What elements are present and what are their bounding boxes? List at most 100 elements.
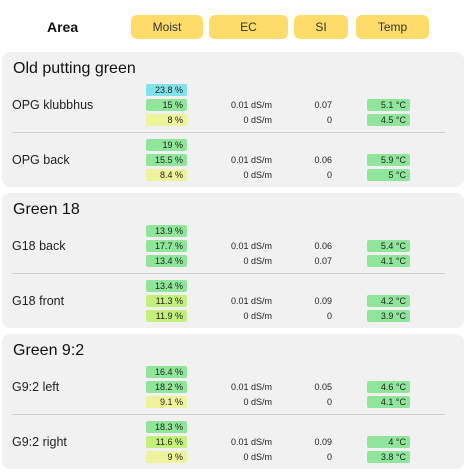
area-group-card: Green 18 G18 back 13.9 % 17.7 % 0.01 dS/m 0.0… <box>2 193 464 328</box>
si-value: 0 <box>326 115 332 125</box>
moisture-value: 8.4 % <box>146 169 187 181</box>
moisture-value: 9.1 % <box>146 396 187 408</box>
group-title: Green 9:2 <box>13 342 85 359</box>
location-name[interactable]: G18 front <box>12 294 65 308</box>
temperature-value <box>367 139 410 151</box>
temperature-value: 5 °C <box>367 169 410 181</box>
group-title: Old putting green <box>13 60 136 77</box>
reading-row: 11.3 % 0.01 dS/m 0.09 4.2 °C <box>2 295 464 307</box>
reading-row: 13.4 % <box>2 280 464 292</box>
moisture-value: 11.3 % <box>146 295 187 307</box>
location-name[interactable]: OPG back <box>12 153 70 167</box>
si-column-header[interactable]: SI <box>294 15 348 39</box>
reading-row: 9.1 % 0 dS/m 0 4.1 °C <box>2 396 464 408</box>
temperature-value <box>367 84 410 96</box>
temperature-value <box>367 280 410 292</box>
reading-row: 18.2 % 0.01 dS/m 0.05 4.6 °C <box>2 381 464 393</box>
reading-row: 17.7 % 0.01 dS/m 0.06 5.4 °C <box>2 240 464 252</box>
si-value <box>302 421 332 433</box>
si-value: 0.07 <box>314 256 332 266</box>
ec-value: 0 dS/m <box>243 397 272 407</box>
reading-row: 11.6 % 0.01 dS/m 0.09 4 °C <box>2 436 464 448</box>
si-value: 0 <box>326 397 332 407</box>
ec-value: 0.01 dS/m <box>230 241 272 251</box>
moisture-value: 16.4 % <box>146 366 187 378</box>
temp-column-header[interactable]: Temp <box>356 15 429 39</box>
reading-row: 13.9 % <box>2 225 464 237</box>
temperature-value: 3.9 °C <box>367 310 410 322</box>
moisture-value: 19 % <box>146 139 187 151</box>
temperature-value: 4.5 °C <box>367 114 410 126</box>
area-group-card: Old putting green OPG klubbhus 23.8 % 15 % 0… <box>2 52 464 187</box>
ec-value <box>222 225 272 237</box>
moisture-value: 13.9 % <box>146 225 187 237</box>
location-name[interactable]: G9:2 right <box>12 435 67 449</box>
ec-value: 0 dS/m <box>243 256 272 266</box>
si-value <box>302 225 332 237</box>
location-name[interactable]: G18 back <box>12 239 66 253</box>
ec-value <box>222 84 272 96</box>
ec-value: 0.01 dS/m <box>230 155 272 165</box>
reading-row: 23.8 % <box>2 84 464 96</box>
temperature-value: 5.1 °C <box>367 99 410 111</box>
moisture-value: 15 % <box>146 99 187 111</box>
moisture-value: 17.7 % <box>146 240 187 252</box>
temperature-value <box>367 225 410 237</box>
temperature-value: 4.2 °C <box>367 295 410 307</box>
temperature-value: 5.4 °C <box>367 240 410 252</box>
location-name[interactable]: G9:2 left <box>12 380 60 394</box>
location-divider <box>12 273 445 274</box>
temperature-value: 4.1 °C <box>367 396 410 408</box>
si-value: 0 <box>326 452 332 462</box>
moisture-value: 23.8 % <box>146 84 187 96</box>
temperature-value <box>367 366 410 378</box>
ec-value: 0 dS/m <box>243 115 272 125</box>
reading-row: 15 % 0.01 dS/m 0.07 5.1 °C <box>2 99 464 111</box>
ec-value: 0 dS/m <box>243 170 272 180</box>
table-header: Area Moist EC SI Temp <box>0 0 466 52</box>
temperature-value: 4.6 °C <box>367 381 410 393</box>
temperature-value: 4.1 °C <box>367 255 410 267</box>
reading-row: 18.3 % <box>2 421 464 433</box>
ec-value: 0.01 dS/m <box>230 100 272 110</box>
moisture-value: 18.3 % <box>146 421 187 433</box>
reading-row: 8 % 0 dS/m 0 4.5 °C <box>2 114 464 126</box>
moist-column-header[interactable]: Moist <box>131 15 203 39</box>
si-value <box>302 84 332 96</box>
ec-value <box>222 280 272 292</box>
moisture-value: 11.6 % <box>146 436 187 448</box>
si-value <box>302 366 332 378</box>
si-value: 0.06 <box>314 155 332 165</box>
temperature-value: 4 °C <box>367 436 410 448</box>
reading-row: 11.9 % 0 dS/m 0 3.9 °C <box>2 310 464 322</box>
si-value: 0 <box>326 170 332 180</box>
si-value: 0.06 <box>314 241 332 251</box>
moisture-value: 13.4 % <box>146 280 187 292</box>
si-value <box>302 139 332 151</box>
location-name[interactable]: OPG klubbhus <box>12 98 94 112</box>
area-group-card: Green 9:2 G9:2 left 16.4 % 18.2 % 0.01 dS/m 0… <box>2 334 464 469</box>
temperature-value: 3.8 °C <box>367 451 410 463</box>
location-divider <box>12 132 445 133</box>
reading-row: 13.4 % 0 dS/m 0.07 4.1 °C <box>2 255 464 267</box>
ec-value: 0.01 dS/m <box>230 296 272 306</box>
temperature-value <box>367 421 410 433</box>
ec-value <box>222 139 272 151</box>
ec-column-header[interactable]: EC <box>209 15 288 39</box>
moisture-value: 13.4 % <box>146 255 187 267</box>
location-divider <box>12 414 445 415</box>
moisture-value: 11.9 % <box>146 310 187 322</box>
ec-value <box>222 366 272 378</box>
si-value: 0.09 <box>314 437 332 447</box>
moisture-value: 18.2 % <box>146 381 187 393</box>
reading-row: 8.4 % 0 dS/m 0 5 °C <box>2 169 464 181</box>
area-column-header: Area <box>47 19 79 35</box>
si-value: 0 <box>326 311 332 321</box>
ec-value: 0 dS/m <box>243 452 272 462</box>
moisture-value: 9 % <box>146 451 187 463</box>
reading-row: 9 % 0 dS/m 0 3.8 °C <box>2 451 464 463</box>
moisture-value: 8 % <box>146 114 187 126</box>
ec-value: 0.01 dS/m <box>230 382 272 392</box>
si-value: 0.09 <box>314 296 332 306</box>
ec-value: 0 dS/m <box>243 311 272 321</box>
